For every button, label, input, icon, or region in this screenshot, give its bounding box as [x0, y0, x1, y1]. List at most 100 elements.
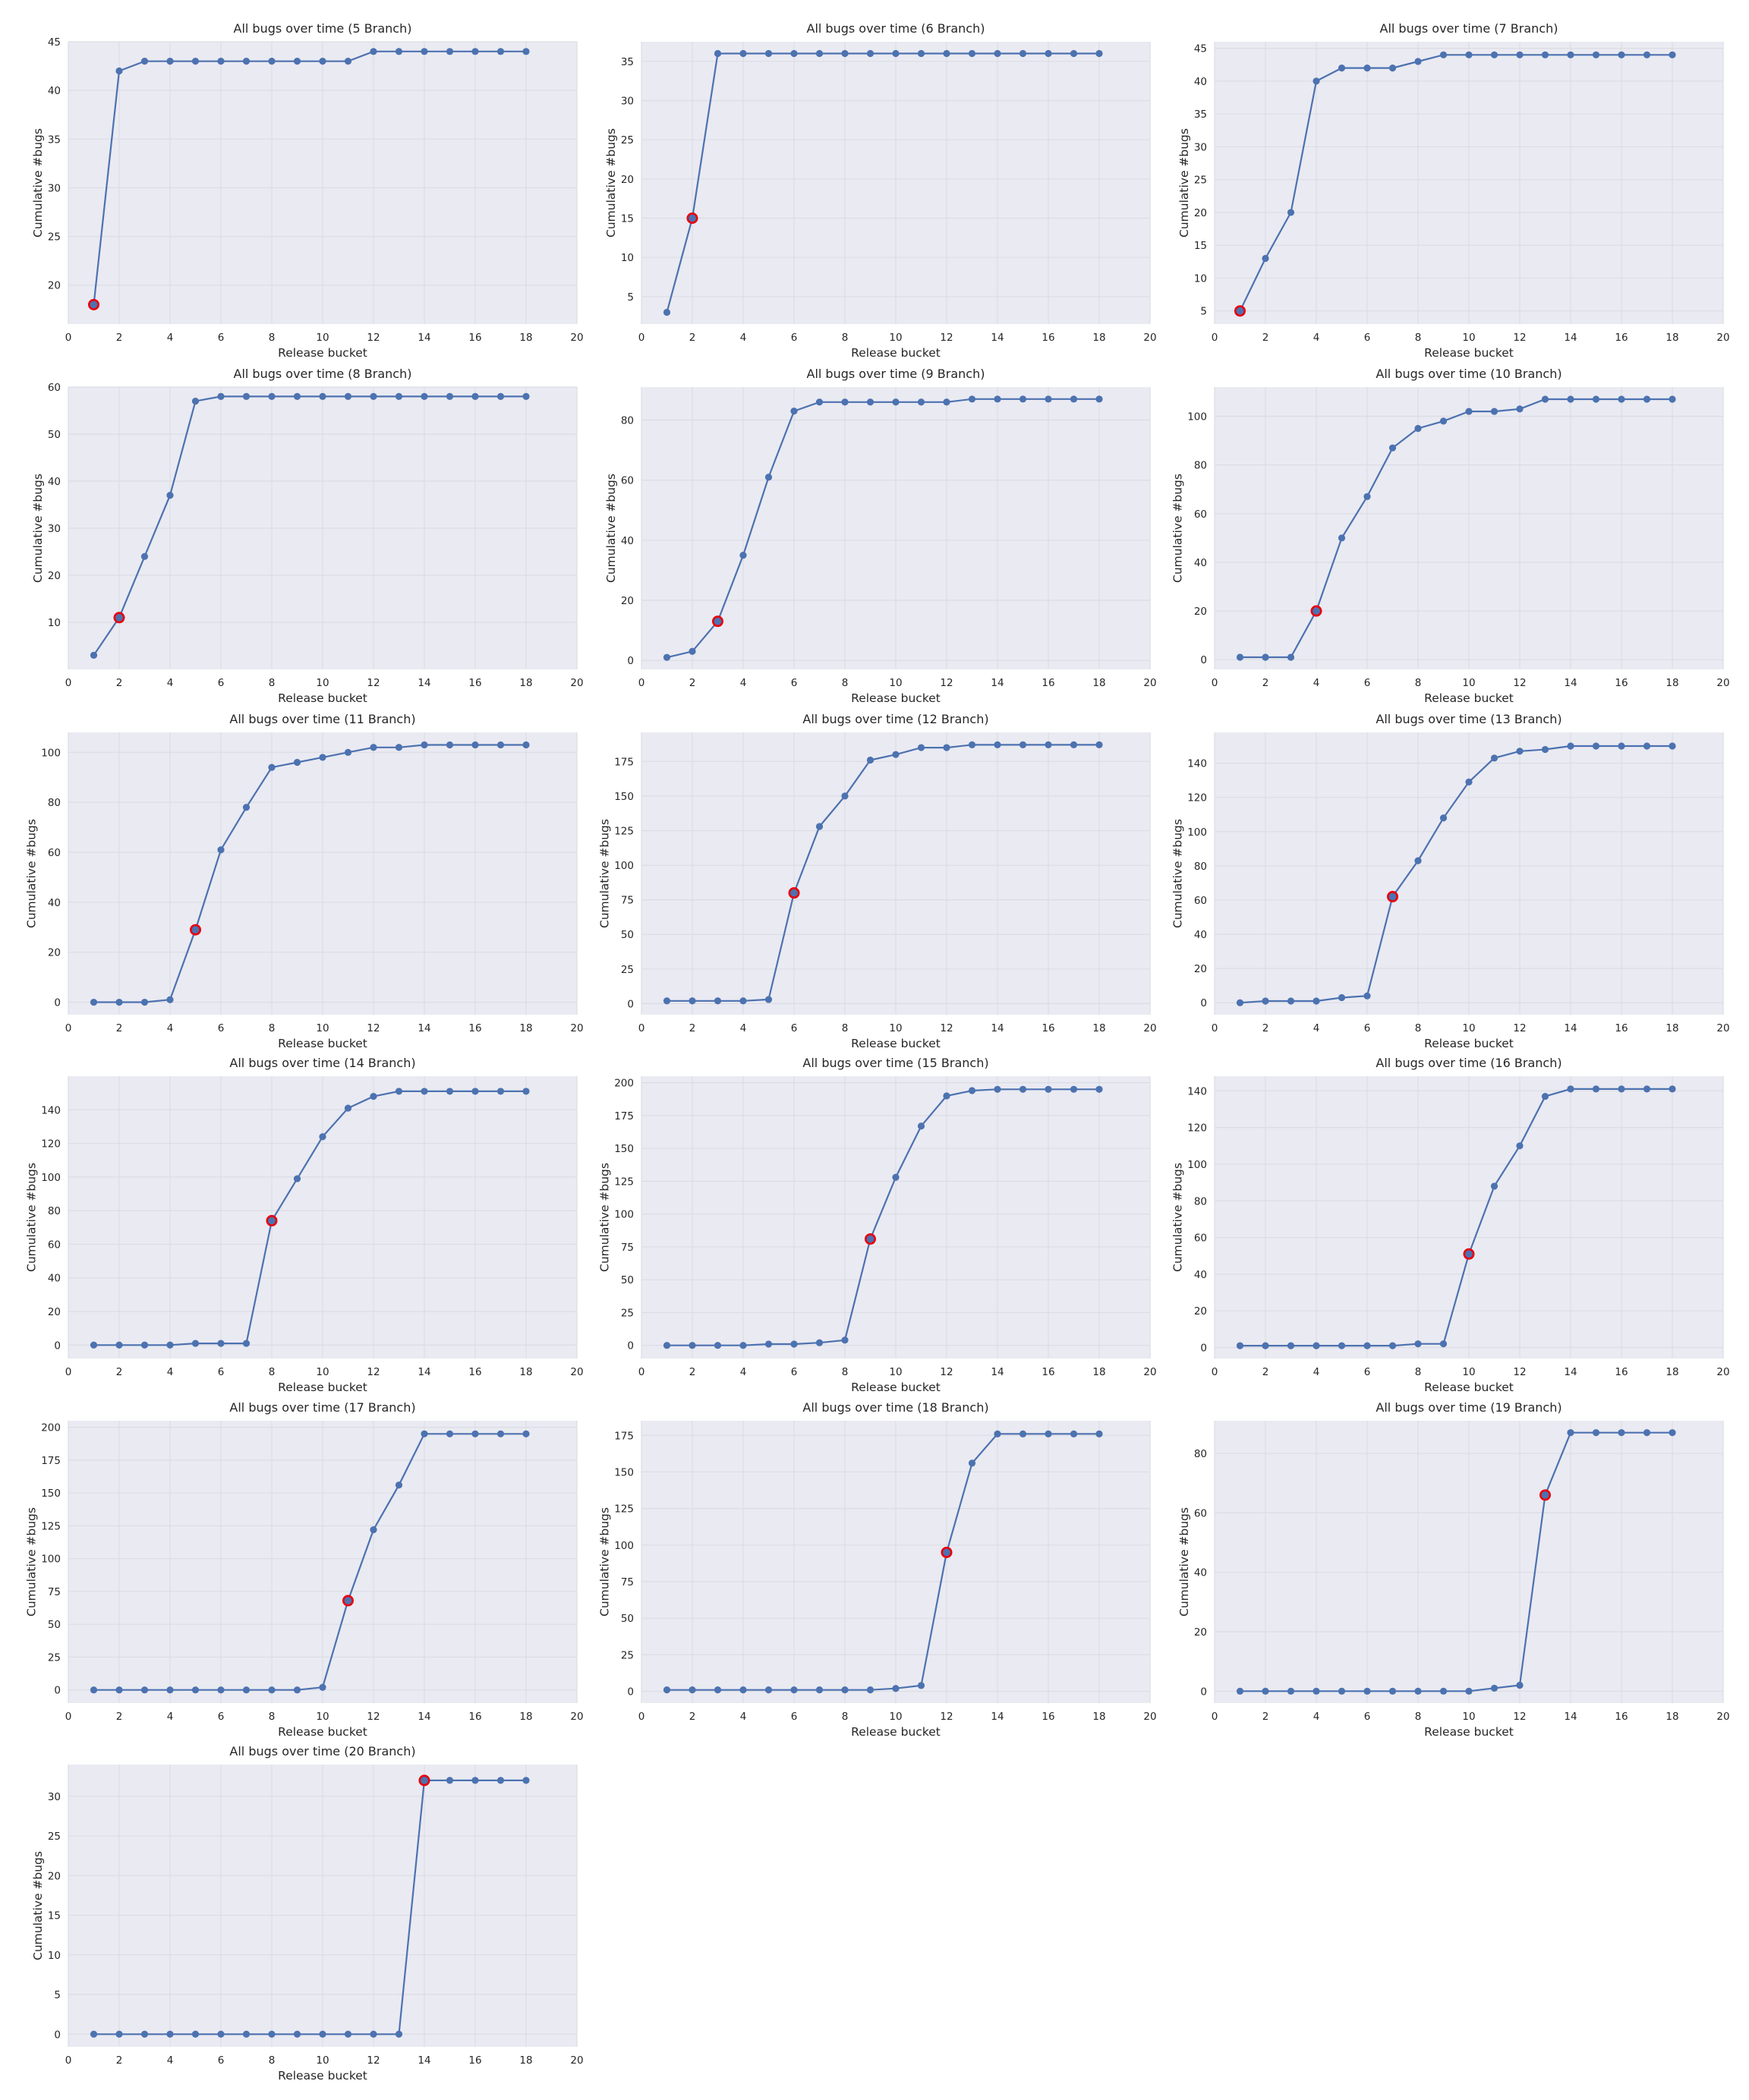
x-tick-label: 14: [991, 1022, 1004, 1034]
data-point: [689, 997, 696, 1005]
data-point: [1019, 395, 1027, 403]
x-axis-label: Release bucket: [278, 346, 367, 360]
x-tick-label: 0: [638, 1022, 645, 1034]
chart-panel: 0 2 4 6 8 10 12 14 16 18 20 0 20 40 60 80 100 All bugs ov…: [25, 712, 584, 1050]
data-point: [319, 1683, 326, 1691]
data-point: [1388, 444, 1397, 452]
data-point: [815, 823, 824, 830]
y-tick-label: 0: [54, 997, 61, 1009]
data-point: [764, 49, 773, 58]
y-tick-label: 45: [48, 36, 61, 49]
data-point: [790, 408, 798, 415]
data-point: [764, 1340, 773, 1348]
data-point: [1490, 1182, 1498, 1190]
x-axis-label: Release bucket: [278, 1381, 367, 1394]
x-tick-label: 10: [889, 1022, 902, 1034]
data-point: [421, 1088, 428, 1095]
x-axis-label: Release bucket: [1424, 1725, 1514, 1739]
y-tick-label: 60: [1194, 895, 1207, 907]
x-tick-label: 12: [367, 1022, 380, 1034]
x-tick-label: 8: [842, 1022, 849, 1034]
data-point: [1541, 745, 1549, 754]
y-tick-label: 30: [48, 182, 61, 194]
series-line: [93, 1779, 526, 2035]
data-point: [815, 1339, 824, 1346]
y-tick-label: 25: [48, 1831, 61, 1843]
data-point: [496, 1430, 505, 1437]
x-tick-label: 12: [367, 2054, 380, 2067]
data-point: [217, 1340, 225, 1347]
data-point: [471, 1088, 479, 1095]
y-tick-label: 40: [1194, 1269, 1207, 1281]
y-tick-label: 75: [48, 1586, 61, 1598]
y-tick-label: 35: [48, 134, 61, 146]
data-point: [1236, 999, 1244, 1006]
x-tick-label: 6: [218, 332, 225, 344]
x-tick-label: 12: [1513, 1022, 1526, 1034]
data-point: [471, 48, 479, 55]
series-line: [1239, 54, 1672, 312]
x-tick-label: 12: [940, 1711, 953, 1723]
data-point: [1465, 408, 1473, 415]
x-tick-label: 8: [269, 2054, 276, 2067]
x-tick-label: 0: [65, 332, 72, 344]
data-point: [1388, 1342, 1397, 1349]
x-tick-label: 18: [1092, 332, 1105, 344]
x-tick-label: 16: [1615, 677, 1628, 689]
x-tick-label: 18: [519, 1022, 532, 1034]
data-point: [1070, 395, 1078, 403]
x-tick-label: 10: [889, 677, 902, 689]
highlighted-data-point: [712, 616, 724, 628]
data-point: [1567, 51, 1574, 58]
chart-title: All bugs over time (5 Branch): [234, 21, 412, 36]
x-tick-label: 2: [116, 1022, 123, 1034]
x-axis-label: Release bucket: [278, 1037, 367, 1050]
x-tick-label: 4: [1313, 1022, 1320, 1034]
x-tick-label: 4: [1313, 1711, 1320, 1723]
data-point: [1363, 1687, 1371, 1695]
x-tick-label: 20: [570, 1711, 583, 1723]
x-tick-label: 16: [1042, 332, 1054, 344]
data-point: [395, 392, 403, 400]
data-point: [943, 49, 950, 58]
y-tick-label: 15: [48, 1910, 61, 1922]
data-point: [1414, 424, 1422, 433]
data-point: [319, 392, 326, 400]
y-tick-label: 80: [48, 797, 61, 809]
data-point: [1414, 58, 1422, 65]
x-tick-label: 4: [740, 1366, 747, 1378]
data-point: [268, 763, 276, 771]
y-tick-label: 35: [1194, 109, 1207, 121]
chart-panel: 0 2 4 6 8 10 12 14 16 18 20 20 25 30 35 40 45 All bugs ov…: [31, 21, 584, 360]
x-tick-label: 18: [1092, 677, 1105, 689]
data-point: [1070, 741, 1078, 749]
chart-title: All bugs over time (8 Branch): [234, 367, 412, 381]
x-tick-label: 12: [940, 1366, 953, 1378]
data-point: [1465, 778, 1473, 786]
data-point: [446, 741, 454, 749]
data-point: [1618, 1085, 1625, 1093]
x-tick-label: 8: [269, 1366, 276, 1378]
y-tick-label: 120: [1187, 792, 1207, 804]
x-tick-label: 6: [791, 677, 798, 689]
x-tick-label: 18: [1092, 1022, 1105, 1034]
y-tick-label: 40: [48, 476, 61, 488]
y-tick-label: 80: [1194, 861, 1207, 873]
y-tick-label: 100: [41, 1172, 61, 1184]
y-tick-label: 20: [621, 595, 634, 607]
x-tick-label: 12: [1513, 332, 1526, 344]
data-point: [790, 49, 798, 58]
data-point: [663, 1686, 671, 1694]
x-tick-label: 20: [570, 1022, 583, 1034]
x-axis-label: Release bucket: [278, 691, 367, 705]
data-point: [917, 1122, 925, 1130]
x-tick-label: 2: [1262, 1711, 1269, 1723]
y-tick-label: 175: [41, 1455, 61, 1467]
data-point: [191, 1340, 200, 1347]
data-point: [663, 997, 671, 1005]
data-point: [1338, 534, 1346, 542]
x-tick-label: 2: [116, 2054, 123, 2067]
y-tick-label: 40: [48, 897, 61, 909]
series-line: [666, 52, 1099, 313]
data-point: [1313, 1342, 1320, 1349]
